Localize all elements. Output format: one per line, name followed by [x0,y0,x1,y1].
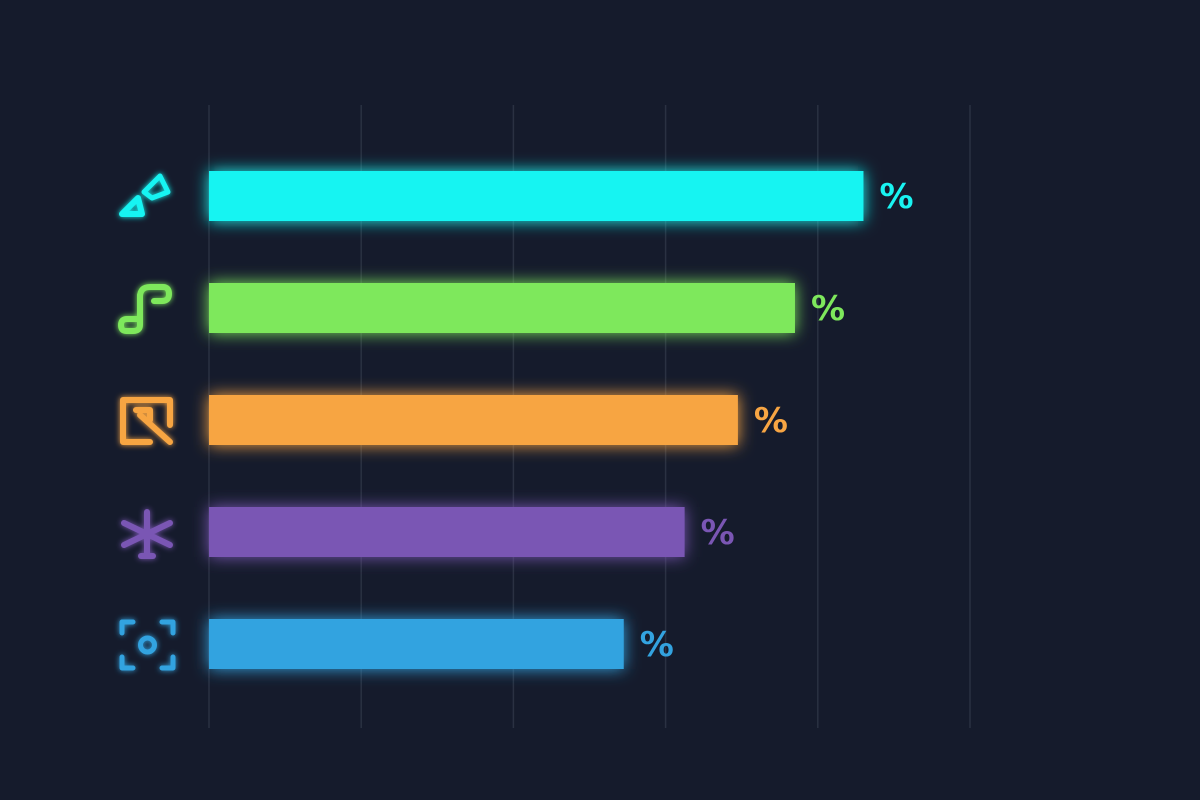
diamond-pair-icon [119,173,171,217]
value-label-2: % [754,401,788,441]
bars [209,171,864,669]
bar-3 [209,507,685,557]
bar-4 [209,619,624,669]
value-labels: %%%%% [640,177,914,665]
asterisk-icon [121,509,173,559]
value-label-0: % [879,177,913,217]
bar-2 [209,395,738,445]
category-icons [118,173,176,671]
focus-frame-icon [119,619,176,671]
value-label-3: % [701,513,735,553]
cursor-arrow-icon [120,397,173,445]
value-label-4: % [640,625,674,665]
value-label-1: % [811,289,845,329]
bar-0 [209,171,864,221]
bar-1 [209,283,795,333]
music-note-icon [118,284,172,334]
